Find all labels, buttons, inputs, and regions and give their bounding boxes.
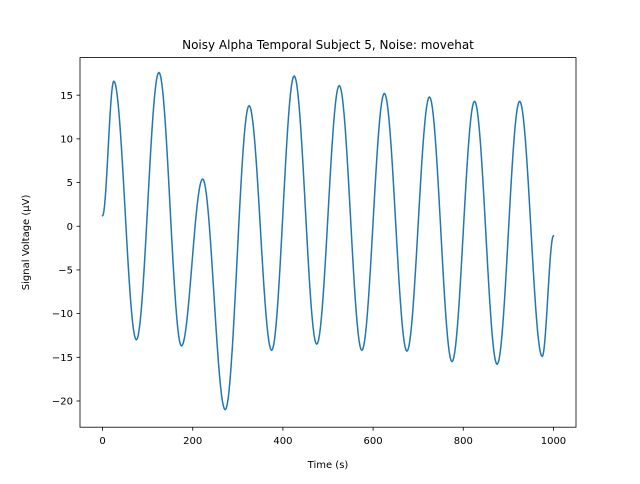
x-tick-label: 600 [364,436,383,447]
y-axis-label: Signal Voltage (μV) [21,195,32,291]
x-tick-label: 400 [273,436,292,447]
y-tick-label: 5 [67,178,73,189]
x-tick-label: 0 [99,436,105,447]
chart-title: Noisy Alpha Temporal Subject 5, Noise: m… [182,38,474,52]
x-axis-label: Time (s) [307,460,349,471]
y-tick-label: −20 [52,397,73,408]
y-tick-label: 0 [67,222,73,233]
y-axis: −20 −15 −10 −5 0 5 10 15 [52,91,80,408]
signal-line [101,71,555,411]
y-tick-label: 10 [60,134,73,145]
x-tick-label: 1000 [541,436,566,447]
x-tick-label: 200 [183,436,202,447]
x-tick-label: 800 [454,436,473,447]
x-axis: 0 200 400 600 800 1000 [99,427,566,447]
y-tick-label: 15 [60,91,73,102]
y-tick-label: −15 [52,353,73,364]
axes-frame [79,57,577,428]
plot-area [79,57,577,428]
y-tick-label: −5 [58,266,73,277]
y-tick-label: −10 [52,309,73,320]
